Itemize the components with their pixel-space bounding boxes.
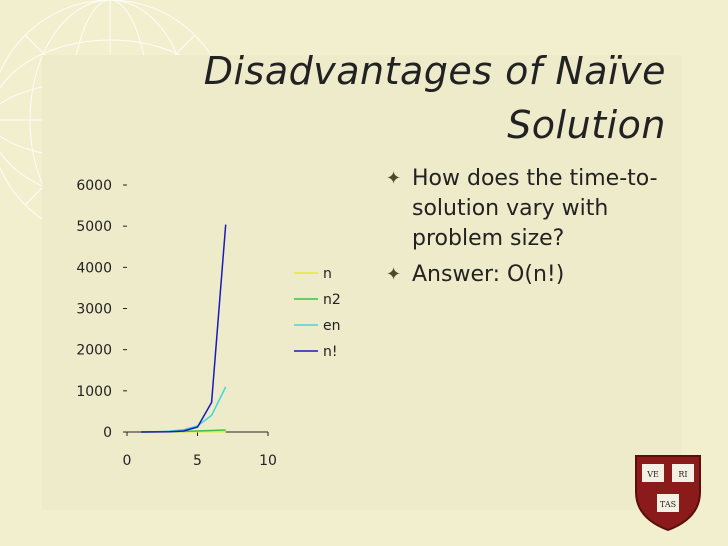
content-panel bbox=[42, 55, 682, 510]
legend-label-nfact: n! bbox=[323, 344, 338, 360]
star-bullet-icon: ✦ bbox=[386, 168, 402, 189]
y-tick-label: 4000 bbox=[76, 260, 112, 276]
y-tick-label: 0 bbox=[103, 425, 112, 441]
bullet-text: How does the time-to-solution vary with … bbox=[412, 166, 658, 251]
logo-text-tas: TAS bbox=[660, 500, 676, 509]
y-tick-label: 2000 bbox=[76, 343, 112, 359]
logo-text-ve: VE bbox=[646, 470, 659, 479]
legend-label-n: n bbox=[323, 266, 332, 282]
logo-text-ri: RI bbox=[678, 470, 687, 479]
star-bullet-icon: ✦ bbox=[386, 264, 402, 285]
title-line-2: Solution bbox=[507, 103, 666, 147]
bullet-text: Answer: O(n!) bbox=[412, 262, 565, 287]
y-tick-label: 5000 bbox=[76, 219, 112, 235]
x-tick-label: 0 bbox=[123, 453, 132, 469]
growth-chart: 0 1000 2000 3000 4000 5000 6000 0 5 10 n n2 en n! bbox=[76, 178, 341, 469]
y-tick-label: 1000 bbox=[76, 384, 112, 400]
title-line-1: Disadvantages of Naïve bbox=[203, 49, 666, 93]
bullet-list: ✦ How does the time-to-solution vary wit… bbox=[382, 164, 682, 296]
legend-label-n2: n2 bbox=[323, 292, 341, 308]
y-tick-label: 6000 bbox=[76, 178, 112, 194]
series-line-nfact bbox=[141, 224, 227, 433]
x-tick-label: 5 bbox=[193, 453, 202, 469]
x-tick-label: 10 bbox=[259, 453, 277, 469]
bullet-item: ✦ Answer: O(n!) bbox=[382, 260, 682, 290]
slide-title: Disadvantages of Naïve Solution bbox=[146, 44, 666, 152]
harvard-shield-logo: VE RI TAS bbox=[635, 455, 701, 532]
legend-label-en: en bbox=[323, 318, 341, 334]
y-tick-label: 3000 bbox=[76, 302, 112, 318]
bullet-item: ✦ How does the time-to-solution vary wit… bbox=[382, 164, 682, 254]
